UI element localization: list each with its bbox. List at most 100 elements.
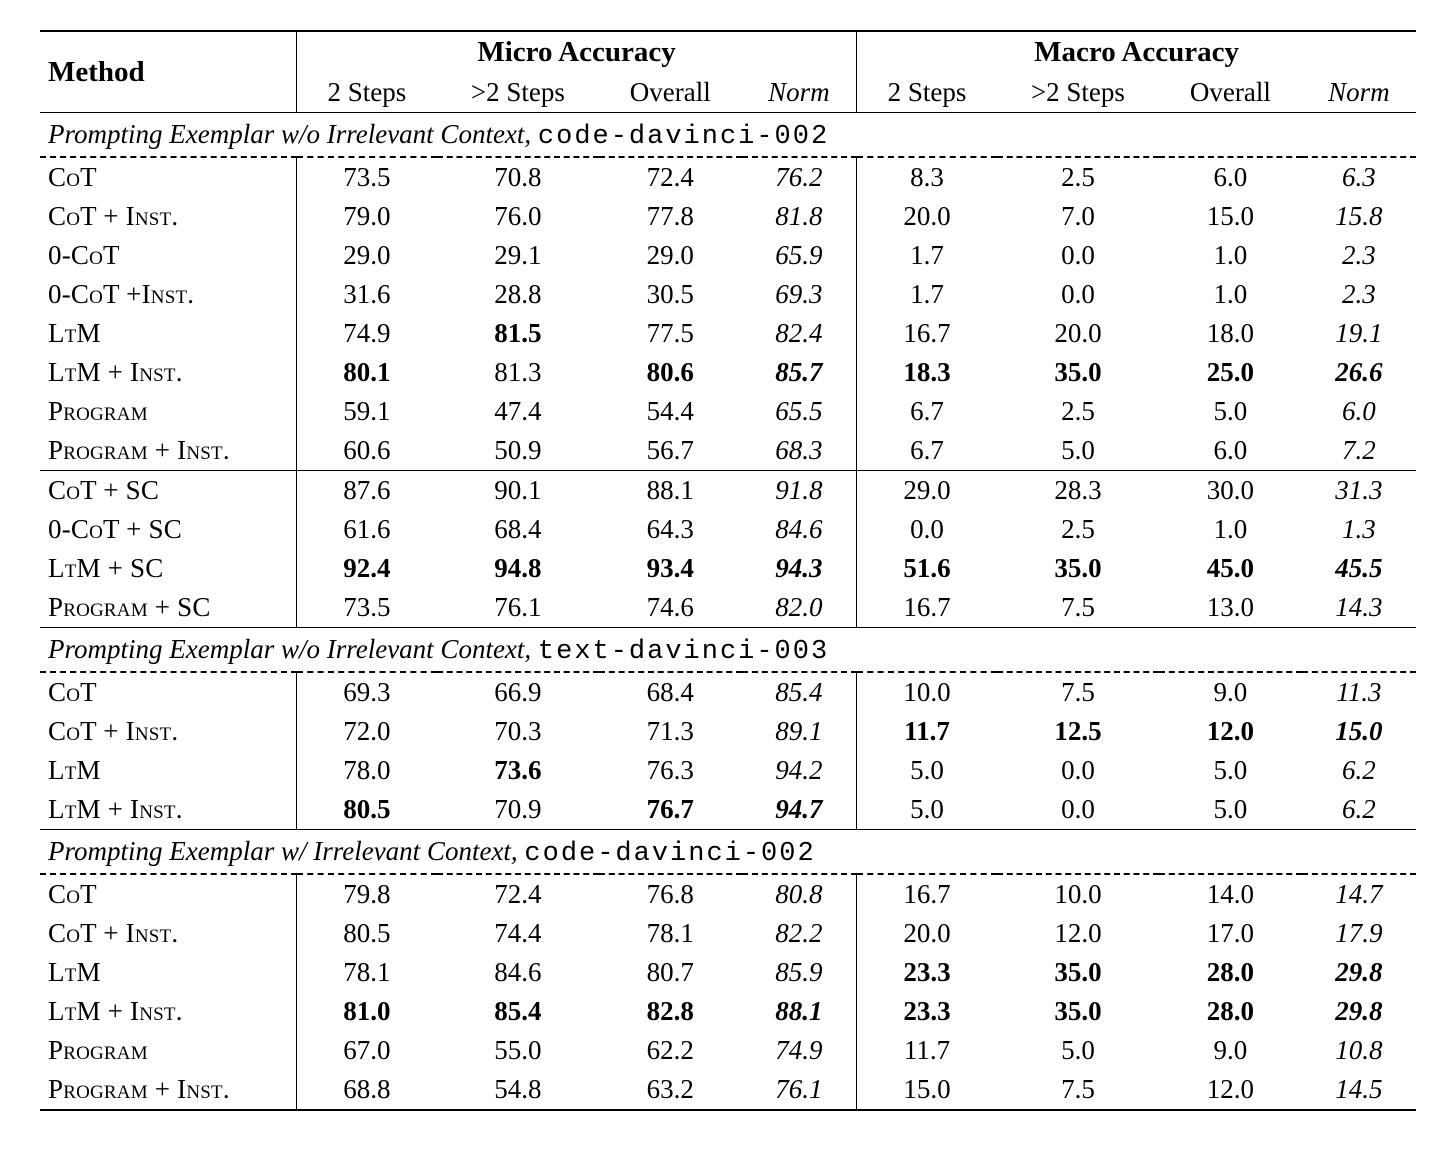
table-row: CoT79.872.476.880.816.710.014.014.7 <box>40 874 1416 914</box>
method-name: CoT + SC <box>40 471 297 511</box>
cell: 69.3 <box>742 275 857 314</box>
cell: 69.3 <box>297 672 437 712</box>
method-name: Program <box>40 1031 297 1070</box>
cell: 26.6 <box>1302 353 1416 392</box>
cell: 15.0 <box>1302 712 1416 751</box>
cell: 12.5 <box>997 712 1159 751</box>
cell: 78.1 <box>599 914 742 953</box>
cell: 6.0 <box>1302 392 1416 431</box>
cell: 1.0 <box>1159 236 1302 275</box>
method-name: CoT <box>40 874 297 914</box>
cell: 77.8 <box>599 197 742 236</box>
section-header-row: Prompting Exemplar w/ Irrelevant Context… <box>40 830 1416 875</box>
cell: 0.0 <box>997 790 1159 830</box>
cell: 15.0 <box>1159 197 1302 236</box>
cell: 93.4 <box>599 549 742 588</box>
cell: 0.0 <box>997 275 1159 314</box>
table-row: Program + Inst.68.854.863.276.115.07.512… <box>40 1070 1416 1110</box>
cell: 76.8 <box>599 874 742 914</box>
cell: 5.0 <box>1159 790 1302 830</box>
cell: 74.4 <box>437 914 599 953</box>
cell: 50.9 <box>437 431 599 471</box>
cell: 12.0 <box>1159 1070 1302 1110</box>
cell: 76.7 <box>599 790 742 830</box>
cell: 7.5 <box>997 588 1159 628</box>
cell: 68.4 <box>437 510 599 549</box>
cell: 14.5 <box>1302 1070 1416 1110</box>
cell: 54.8 <box>437 1070 599 1110</box>
cell: 17.0 <box>1159 914 1302 953</box>
cell: 84.6 <box>437 953 599 992</box>
cell: 13.0 <box>1159 588 1302 628</box>
cell: 62.2 <box>599 1031 742 1070</box>
col-header-micro-gt2: >2 Steps <box>437 73 599 113</box>
cell: 29.0 <box>297 236 437 275</box>
cell: 74.6 <box>599 588 742 628</box>
cell: 73.5 <box>297 157 437 197</box>
cell: 10.8 <box>1302 1031 1416 1070</box>
method-name: LtM + Inst. <box>40 353 297 392</box>
cell: 35.0 <box>997 953 1159 992</box>
method-name: 0-CoT + SC <box>40 510 297 549</box>
cell: 81.0 <box>297 992 437 1031</box>
cell: 2.3 <box>1302 236 1416 275</box>
cell: 82.0 <box>742 588 857 628</box>
cell: 0.0 <box>857 510 997 549</box>
cell: 6.2 <box>1302 790 1416 830</box>
cell: 11.3 <box>1302 672 1416 712</box>
method-name: 0-CoT +Inst. <box>40 275 297 314</box>
cell: 85.4 <box>742 672 857 712</box>
cell: 73.5 <box>297 588 437 628</box>
cell: 73.6 <box>437 751 599 790</box>
cell: 71.3 <box>599 712 742 751</box>
cell: 11.7 <box>857 1031 997 1070</box>
table-row: 0-CoT +Inst.31.628.830.569.31.70.01.02.3 <box>40 275 1416 314</box>
cell: 7.5 <box>997 1070 1159 1110</box>
cell: 28.0 <box>1159 992 1302 1031</box>
results-table-container: Method Micro Accuracy Macro Accuracy 2 S… <box>40 30 1416 1111</box>
cell: 5.0 <box>1159 751 1302 790</box>
cell: 72.4 <box>599 157 742 197</box>
cell: 76.1 <box>437 588 599 628</box>
cell: 11.7 <box>857 712 997 751</box>
cell: 5.0 <box>1159 392 1302 431</box>
cell: 31.3 <box>1302 471 1416 511</box>
cell: 74.9 <box>297 314 437 353</box>
cell: 91.8 <box>742 471 857 511</box>
cell: 70.3 <box>437 712 599 751</box>
cell: 2.5 <box>997 392 1159 431</box>
cell: 1.0 <box>1159 275 1302 314</box>
cell: 0.0 <box>997 236 1159 275</box>
cell: 72.0 <box>297 712 437 751</box>
table-row: CoT + Inst.72.070.371.389.111.712.512.01… <box>40 712 1416 751</box>
method-name: Program + SC <box>40 588 297 628</box>
cell: 65.9 <box>742 236 857 275</box>
method-name: LtM <box>40 314 297 353</box>
cell: 84.6 <box>742 510 857 549</box>
col-header-micro-overall: Overall <box>599 73 742 113</box>
cell: 5.0 <box>857 790 997 830</box>
table-row: CoT73.570.872.476.28.32.56.06.3 <box>40 157 1416 197</box>
cell: 18.0 <box>1159 314 1302 353</box>
cell: 5.0 <box>857 751 997 790</box>
cell: 61.6 <box>297 510 437 549</box>
cell: 10.0 <box>997 874 1159 914</box>
cell: 47.4 <box>437 392 599 431</box>
cell: 6.3 <box>1302 157 1416 197</box>
cell: 80.8 <box>742 874 857 914</box>
method-name: Program + Inst. <box>40 1070 297 1110</box>
cell: 70.9 <box>437 790 599 830</box>
cell: 29.1 <box>437 236 599 275</box>
cell: 20.0 <box>997 314 1159 353</box>
table-row: LtM + Inst.80.181.380.685.718.335.025.02… <box>40 353 1416 392</box>
cell: 18.3 <box>857 353 997 392</box>
table-row: LtM + Inst.81.085.482.888.123.335.028.02… <box>40 992 1416 1031</box>
cell: 17.9 <box>1302 914 1416 953</box>
cell: 14.7 <box>1302 874 1416 914</box>
cell: 90.1 <box>437 471 599 511</box>
cell: 5.0 <box>997 1031 1159 1070</box>
cell: 30.5 <box>599 275 742 314</box>
cell: 56.7 <box>599 431 742 471</box>
cell: 23.3 <box>857 953 997 992</box>
col-group-macro: Macro Accuracy <box>857 31 1416 73</box>
